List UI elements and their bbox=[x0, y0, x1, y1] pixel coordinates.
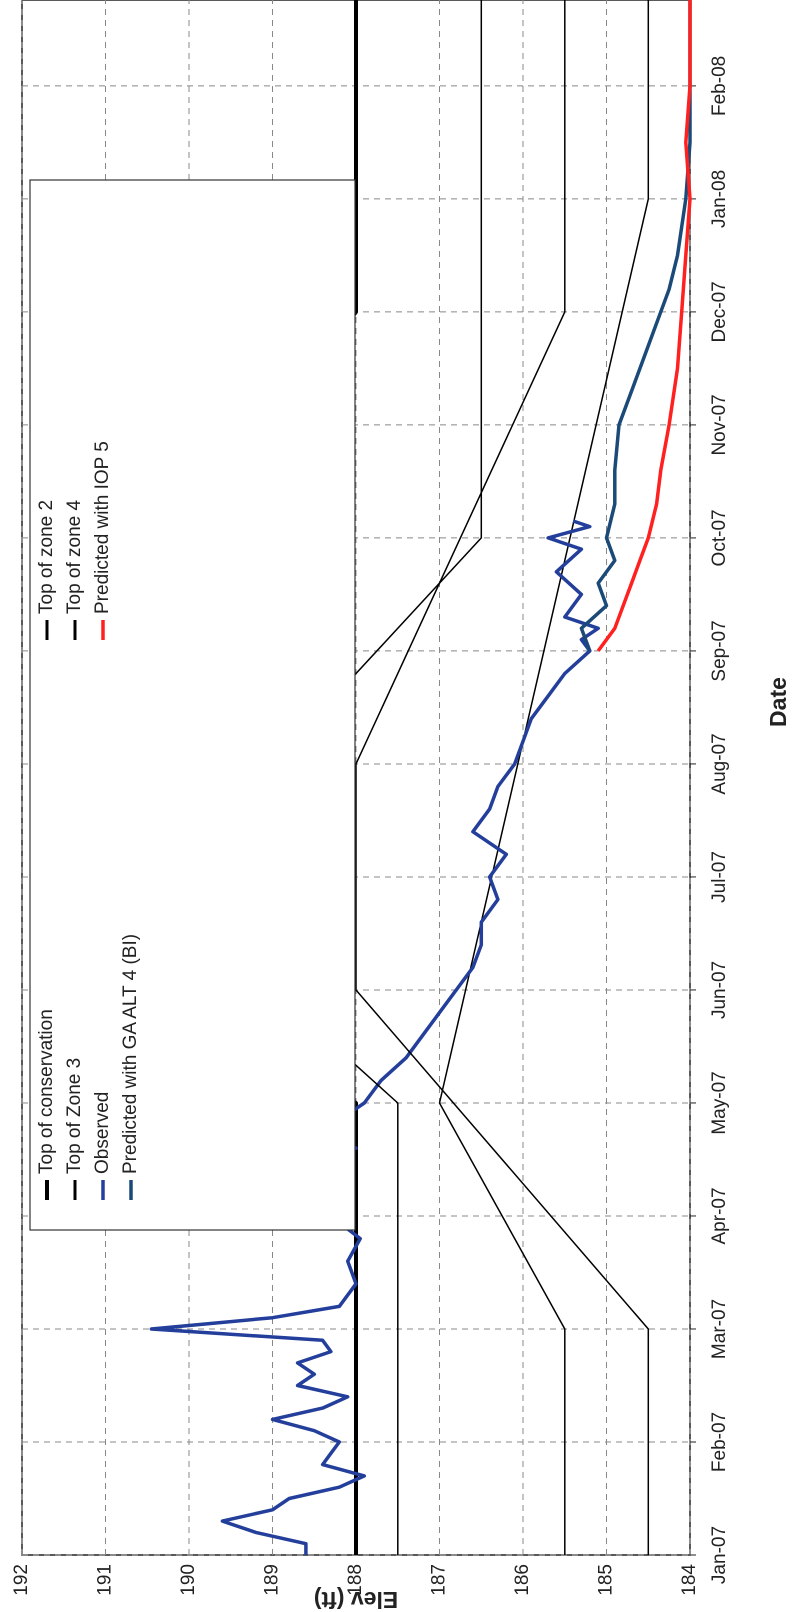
x-tick-label: Jun-07 bbox=[709, 961, 730, 1019]
legend-label: Top of zone 2 bbox=[36, 500, 57, 614]
data-line bbox=[355, 0, 650, 1555]
x-tick-label: Mar-07 bbox=[709, 1299, 730, 1359]
y-tick-label: 189 bbox=[262, 1564, 283, 1596]
x-tick-label: Feb-08 bbox=[709, 56, 730, 116]
x-tick-label: Jan-08 bbox=[709, 170, 730, 228]
legend-box bbox=[29, 179, 356, 1231]
rotated-chart: Date Elev (ft) 184 185 186 187 188 189 190 191 1… bbox=[11, 0, 791, 1612]
x-tick-label: Oct-07 bbox=[709, 509, 730, 566]
y-tick-label: 184 bbox=[679, 1564, 700, 1596]
legend-label: Top of conservation bbox=[36, 1009, 57, 1174]
y-tick-label: 186 bbox=[512, 1564, 533, 1596]
y-tick-label: 188 bbox=[345, 1564, 366, 1596]
x-tick-label: May-07 bbox=[709, 1071, 730, 1134]
x-tick-label: Apr-07 bbox=[709, 1187, 730, 1244]
x-axis-title: Date bbox=[765, 677, 791, 727]
x-tick-label: Feb-07 bbox=[709, 1412, 730, 1472]
legend-label: Predicted with IOP 5 bbox=[92, 441, 113, 614]
data-line bbox=[438, 0, 650, 1555]
data-line bbox=[596, 0, 692, 652]
y-tick-label: 191 bbox=[95, 1564, 116, 1596]
legend-label: Observed bbox=[92, 1092, 113, 1174]
x-tick-label: Aug-07 bbox=[709, 733, 730, 794]
x-tick-label: Dec-07 bbox=[709, 281, 730, 342]
y-tick-label: 190 bbox=[178, 1564, 199, 1596]
y-tick-label: 185 bbox=[596, 1564, 617, 1596]
y-tick-label: 192 bbox=[11, 1564, 32, 1596]
data-line bbox=[579, 0, 692, 652]
legend-label: Top of Zone 3 bbox=[64, 1058, 85, 1174]
y-axis-title: Elev (ft) bbox=[314, 1587, 398, 1612]
x-tick-label: Sep-07 bbox=[709, 620, 730, 681]
x-tick-label: Jan-07 bbox=[709, 1526, 730, 1584]
legend-label: Predicted with GA ALT 4 (BI) bbox=[120, 934, 141, 1174]
x-tick-label: Jul-07 bbox=[709, 851, 730, 903]
x-tick-label: Nov-07 bbox=[709, 394, 730, 455]
legend-label: Top of zone 4 bbox=[64, 499, 85, 614]
y-tick-label: 187 bbox=[429, 1564, 450, 1596]
